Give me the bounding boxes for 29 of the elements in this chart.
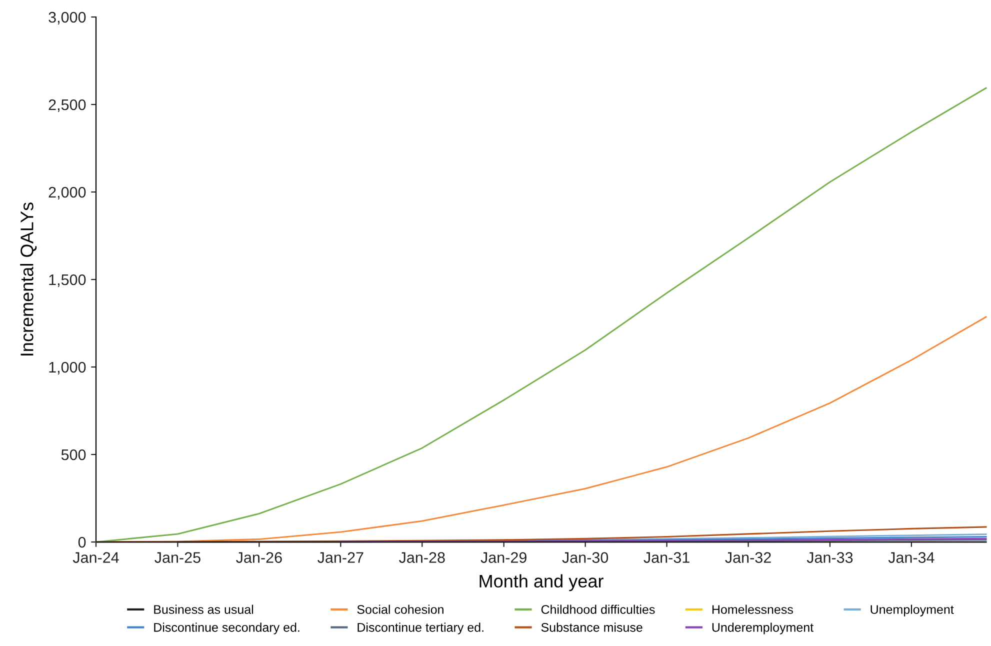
legend-label: Business as usual xyxy=(154,604,254,614)
legend-label: Discontinue tertiary ed. xyxy=(358,622,484,634)
legend-label: Childhood difficulties xyxy=(541,604,655,614)
legend-label: Homelessness xyxy=(712,604,793,614)
x-tick-label: Jan-32 xyxy=(725,552,771,563)
x-tick-label: Jan-28 xyxy=(399,552,445,563)
x-tick-label: Jan-29 xyxy=(480,552,526,563)
x-axis-title: Month and year xyxy=(480,574,604,592)
x-tick-label: Jan-30 xyxy=(562,552,608,563)
legend-label: Substance misuse xyxy=(541,622,642,632)
legend-label: Social cohesion xyxy=(357,604,444,614)
y-axis-title: Incremental QALYs xyxy=(20,202,37,356)
x-tick-label: Jan-31 xyxy=(644,552,690,563)
x-tick-label: Jan-24 xyxy=(72,552,119,563)
y-tick-label: 500 xyxy=(61,449,86,460)
y-tick-label: 1,000 xyxy=(49,362,86,374)
legend-label: Underemployment xyxy=(712,622,814,634)
x-tick-label: Jan-27 xyxy=(318,552,364,563)
x-tick-label: Jan-34 xyxy=(888,552,934,563)
y-tick-label: 1,500 xyxy=(49,274,86,287)
legend-label: Unemployment xyxy=(870,604,954,616)
legend-label: Discontinue secondary ed. xyxy=(154,622,300,634)
x-tick-label: Jan-25 xyxy=(154,552,200,563)
y-tick-label: 3,000 xyxy=(48,12,86,24)
x-tick-label: Jan-26 xyxy=(236,552,282,563)
x-tick-label: Jan-33 xyxy=(806,552,853,563)
y-tick-label: 0 xyxy=(78,536,86,548)
y-tick-label: 2,000 xyxy=(48,186,86,200)
y-tick-label: 2,500 xyxy=(48,99,86,112)
